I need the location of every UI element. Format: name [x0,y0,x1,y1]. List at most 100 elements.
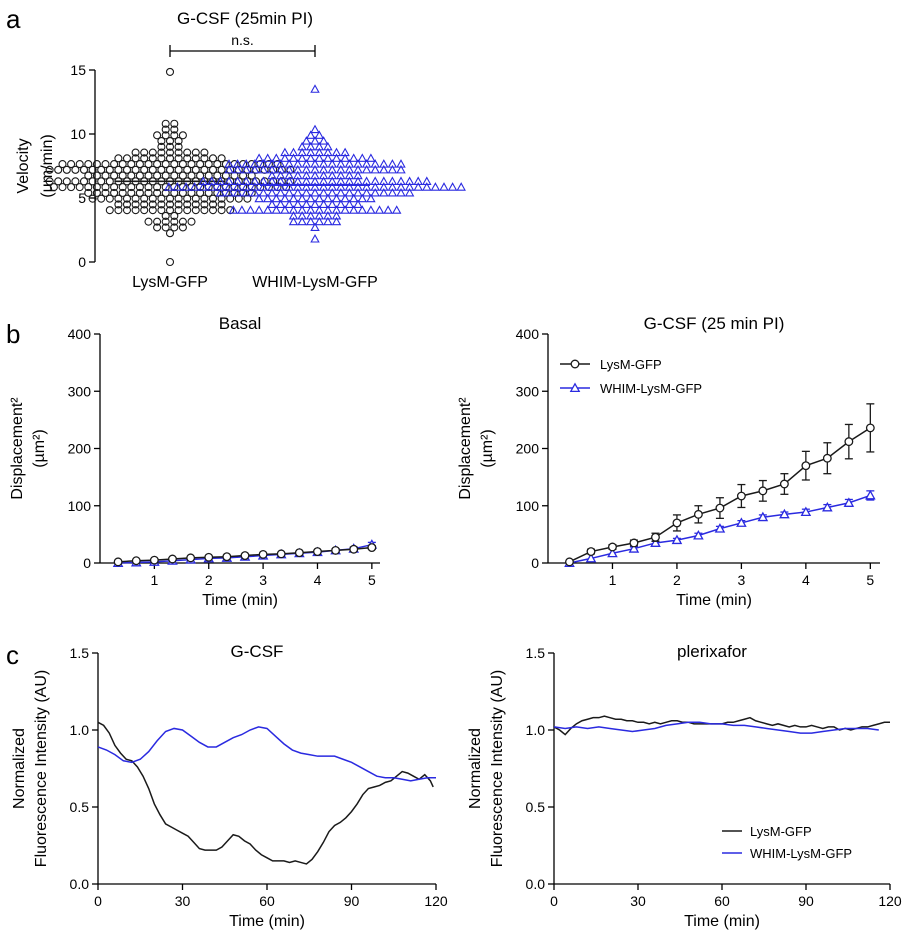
data-point-triangle [314,130,325,139]
y-axis-label-line1-b2: Displacement² [457,397,474,500]
data-point-circle [131,194,140,203]
data-point-triangle [305,210,316,220]
data-point-triangle [361,164,372,174]
data-point-triangle [323,210,333,220]
y-tick-label-c1: 1.5 [70,645,90,661]
data-point-circle [208,194,218,203]
data-point-triangle [366,153,376,162]
data-point-triangle [396,176,406,185]
data-point-circle [183,194,192,203]
data-point-triangle [318,187,329,197]
data-point-triangle [310,136,320,145]
y-tick-label-b1: 300 [68,383,92,399]
data-point-circle [822,453,832,463]
data-point-circle [153,217,162,226]
data-point-circle [101,160,110,169]
data-point-circle [183,148,192,157]
data-point-triangle [318,199,329,208]
x-axis-label-b2: Time (min) [676,592,752,609]
data-point-circle [183,165,192,174]
data-point-triangle [379,159,389,168]
data-point-circle [62,165,71,174]
data-point-circle [105,206,114,215]
data-point-triangle [327,182,337,191]
data-point-circle [122,194,132,203]
data-point-circle [131,148,140,157]
data-point-circle [170,125,179,134]
data-point-triangle [430,182,441,191]
data-point-circle [140,165,149,174]
data-point-circle [157,136,166,146]
data-point-triangle [232,176,243,185]
data-point-triangle [224,187,234,197]
data-point-circle [222,552,232,562]
data-point-circle [71,165,80,174]
panel-letter-c: c [6,640,19,670]
data-point-circle [170,160,179,169]
data-point-circle [208,206,218,215]
data-point-triangle [305,147,316,157]
data-point-triangle [327,159,337,168]
x-tick-label-c1: 30 [175,893,191,909]
data-point-triangle [280,193,290,203]
data-point-circle [608,542,617,552]
x-tick-label-c1: 90 [344,893,360,909]
x-tick-label-b2: 2 [673,572,681,588]
data-point-circle [170,217,179,226]
y-tick-label-c2: 1.0 [526,722,546,738]
y-tick-label-b1: 200 [68,441,92,457]
data-point-circle [586,547,596,556]
chart-title-c2: plerixafor [677,642,747,661]
data-point-triangle [262,205,273,214]
data-point-circle [276,549,286,559]
data-point-circle [62,177,71,186]
x-tick-label-b2: 5 [866,572,874,588]
data-point-triangle [301,170,312,180]
legend-label: LysM-GFP [600,357,662,372]
y-axis-label-line2-b1: (µm²) [31,429,48,468]
data-point-circle [165,229,175,238]
data-point-circle [200,148,209,157]
y-tick-label-c2: 0.0 [526,876,546,892]
data-point-triangle [267,199,277,208]
data-point-triangle [284,187,294,197]
data-point-circle [79,165,89,174]
data-point-triangle [331,193,342,203]
data-point-circle [97,165,106,174]
data-point-circle [178,131,187,140]
data-point-triangle [267,164,277,174]
y-axis-label-c1: Normalized Fluorescence Intensity (AU) [11,670,50,867]
data-point-circle [217,200,226,209]
data-point-circle [187,160,196,169]
data-point-triangle [353,199,363,208]
data-point-circle [148,206,157,215]
data-point-circle [45,177,54,186]
data-point-circle [140,194,149,203]
data-point-triangle [215,176,226,185]
data-point-circle [844,437,854,447]
data-point-circle [105,177,114,186]
data-point-circle [200,206,209,215]
data-point-circle [191,165,200,174]
data-point-triangle [387,164,398,174]
data-point-triangle [271,153,282,162]
data-point-triangle [232,159,243,168]
data-point-triangle [361,187,372,197]
data-point-circle [153,131,162,140]
x-tick-label-c1: 0 [94,893,102,909]
data-point-triangle [361,182,372,191]
data-point-circle [200,200,209,209]
data-point-triangle [318,136,329,145]
x-tick-label-b1: 4 [314,572,322,588]
y-tick-label-a: 5 [78,190,86,206]
data-point-triangle [280,147,290,157]
x-tick-label-c2: 60 [714,893,730,909]
y-axis-label-a: Velocity (µm/min) [15,134,56,197]
data-point-circle [114,206,123,215]
data-point-circle [148,194,157,203]
data-point-triangle [310,187,320,197]
data-point-circle [226,194,235,203]
data-point-circle [45,165,54,174]
data-point-triangle [387,159,398,168]
data-point-circle [196,171,205,180]
